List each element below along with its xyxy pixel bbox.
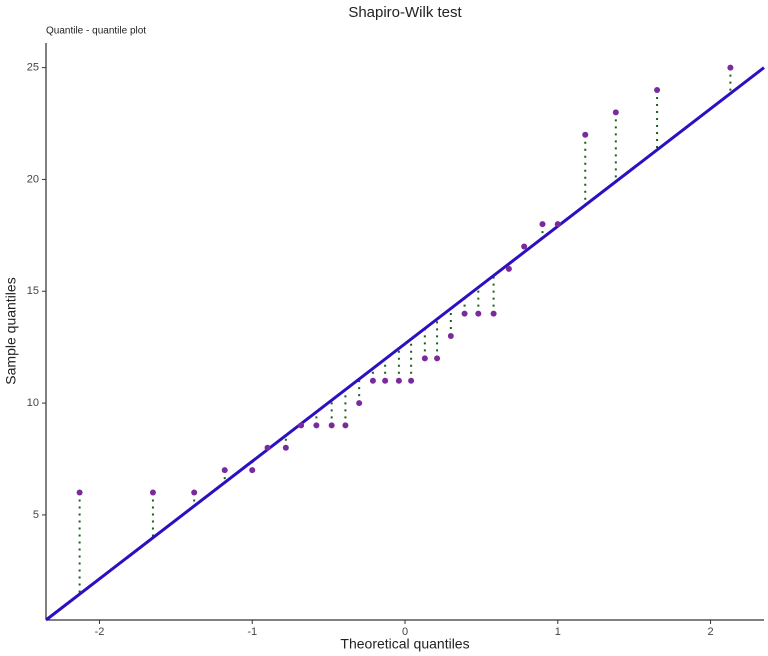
point (505, 265, 512, 272)
x-tick-label: -1 (247, 626, 257, 638)
point (490, 310, 497, 317)
point (408, 377, 415, 384)
point (554, 221, 561, 228)
y-tick-label: 15 (27, 285, 39, 297)
y-tick-label: 10 (27, 397, 39, 409)
point (369, 377, 376, 384)
point (328, 422, 335, 429)
x-tick-label: 1 (555, 626, 561, 638)
point (76, 489, 83, 496)
point (149, 489, 156, 496)
point (342, 422, 349, 429)
point (298, 422, 305, 429)
point (727, 64, 734, 71)
point (395, 377, 402, 384)
point (612, 109, 619, 116)
chart-subtitle: Quantile - quantile plot (46, 26, 146, 37)
point (582, 131, 589, 138)
reference-line (45, 66, 765, 622)
point (447, 332, 454, 339)
chart-title: Shapiro-Wilk test (348, 4, 462, 21)
point (282, 444, 289, 451)
point (475, 310, 482, 317)
point (191, 489, 198, 496)
x-tick-label: 0 (402, 626, 408, 638)
point (539, 221, 546, 228)
point (313, 422, 320, 429)
point (356, 400, 363, 407)
point (654, 86, 661, 93)
y-tick-label: 25 (27, 62, 39, 74)
y-tick-label: 5 (33, 509, 39, 521)
point (264, 444, 271, 451)
point (461, 310, 468, 317)
point (434, 355, 441, 362)
point (521, 243, 528, 250)
point (421, 355, 428, 362)
y-axis-label: Sample quantiles (3, 277, 19, 384)
point (382, 377, 389, 384)
point (221, 467, 228, 474)
x-axis-label: Theoretical quantiles (340, 636, 469, 652)
y-tick-label: 20 (27, 173, 39, 185)
point (249, 467, 256, 474)
x-tick-label: -2 (95, 626, 105, 638)
x-tick-label: 2 (707, 626, 713, 638)
